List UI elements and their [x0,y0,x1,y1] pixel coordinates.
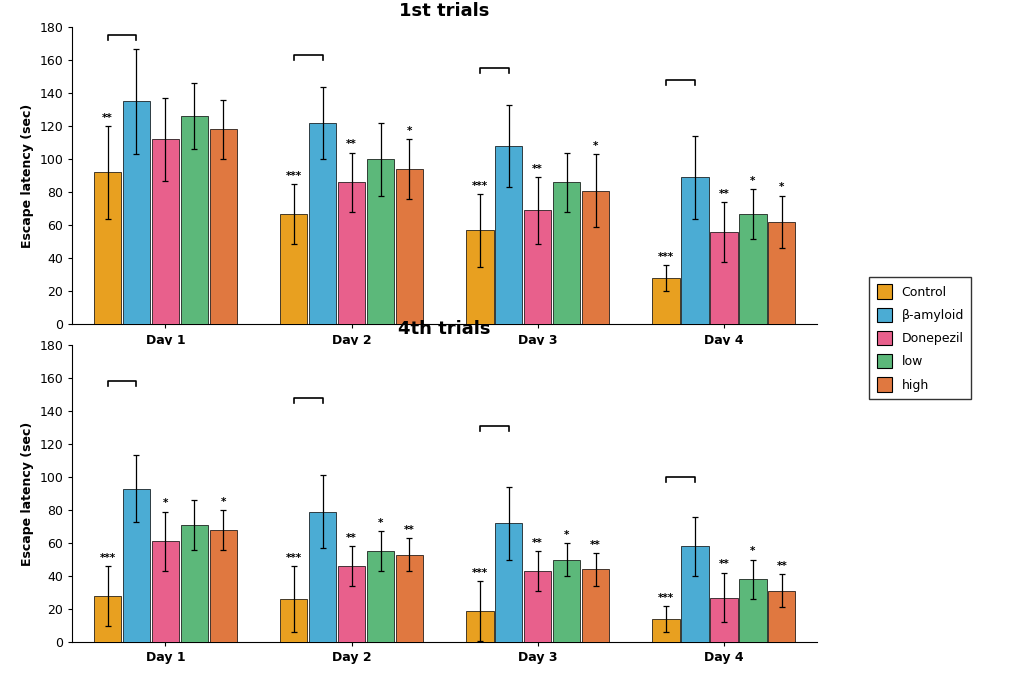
Text: *: * [750,546,756,556]
Bar [338,566,365,642]
Bar [582,569,609,642]
Bar [652,279,679,324]
Bar [466,231,493,324]
Bar [553,560,580,642]
Bar [396,554,423,642]
Bar [210,530,237,642]
Bar [367,160,394,324]
Bar [466,611,493,642]
Text: **: ** [777,561,787,571]
Bar [367,552,394,642]
Title: 1st trials: 1st trials [399,2,490,20]
Text: **: ** [346,533,357,543]
Bar [94,172,121,324]
Bar [553,183,580,324]
Bar [123,101,150,324]
Text: *: * [220,497,226,507]
Y-axis label: Escape latency (sec): Escape latency (sec) [21,103,34,248]
Bar [524,210,551,324]
Text: *: * [406,126,413,136]
Text: ***: *** [658,251,674,262]
Text: **: ** [102,113,113,123]
Text: *: * [162,498,169,508]
Title: 4th trials: 4th trials [398,320,491,337]
Bar [681,177,708,324]
Bar [94,596,121,642]
Bar [309,512,336,642]
Text: **: ** [590,539,601,550]
Bar [681,546,708,642]
Text: *: * [592,141,599,151]
Bar [652,619,679,642]
Text: *: * [750,176,756,186]
Bar [338,183,365,324]
Bar [181,116,208,324]
Legend: Control, β-amyloid, Donepezil, low, high: Control, β-amyloid, Donepezil, low, high [869,277,972,399]
Text: ***: *** [658,593,674,602]
Bar [524,571,551,642]
Bar [710,598,737,642]
Text: **: ** [533,164,543,174]
Text: ***: *** [99,553,116,563]
Text: **: ** [533,538,543,548]
Text: ***: *** [472,180,488,191]
Bar [210,130,237,324]
Bar [582,191,609,324]
Bar [495,146,522,324]
Text: **: ** [719,189,729,199]
Text: **: ** [346,139,357,149]
Bar [152,541,179,642]
Bar [280,214,307,324]
Text: ***: *** [472,568,488,578]
Text: *: * [564,530,570,539]
Text: **: ** [404,525,415,535]
Bar [280,599,307,642]
Bar [152,139,179,324]
Bar [739,214,766,324]
Bar [768,222,795,324]
Bar [739,579,766,642]
Bar [309,123,336,324]
Bar [768,591,795,642]
Text: *: * [377,518,384,528]
Text: ***: *** [285,553,302,563]
Bar [710,232,737,324]
Text: ***: *** [285,171,302,180]
Bar [495,523,522,642]
Y-axis label: Escape latency (sec): Escape latency (sec) [21,421,34,566]
Bar [181,525,208,642]
Text: *: * [779,183,785,192]
Text: **: ** [719,560,729,569]
Bar [396,169,423,324]
Bar [123,489,150,642]
